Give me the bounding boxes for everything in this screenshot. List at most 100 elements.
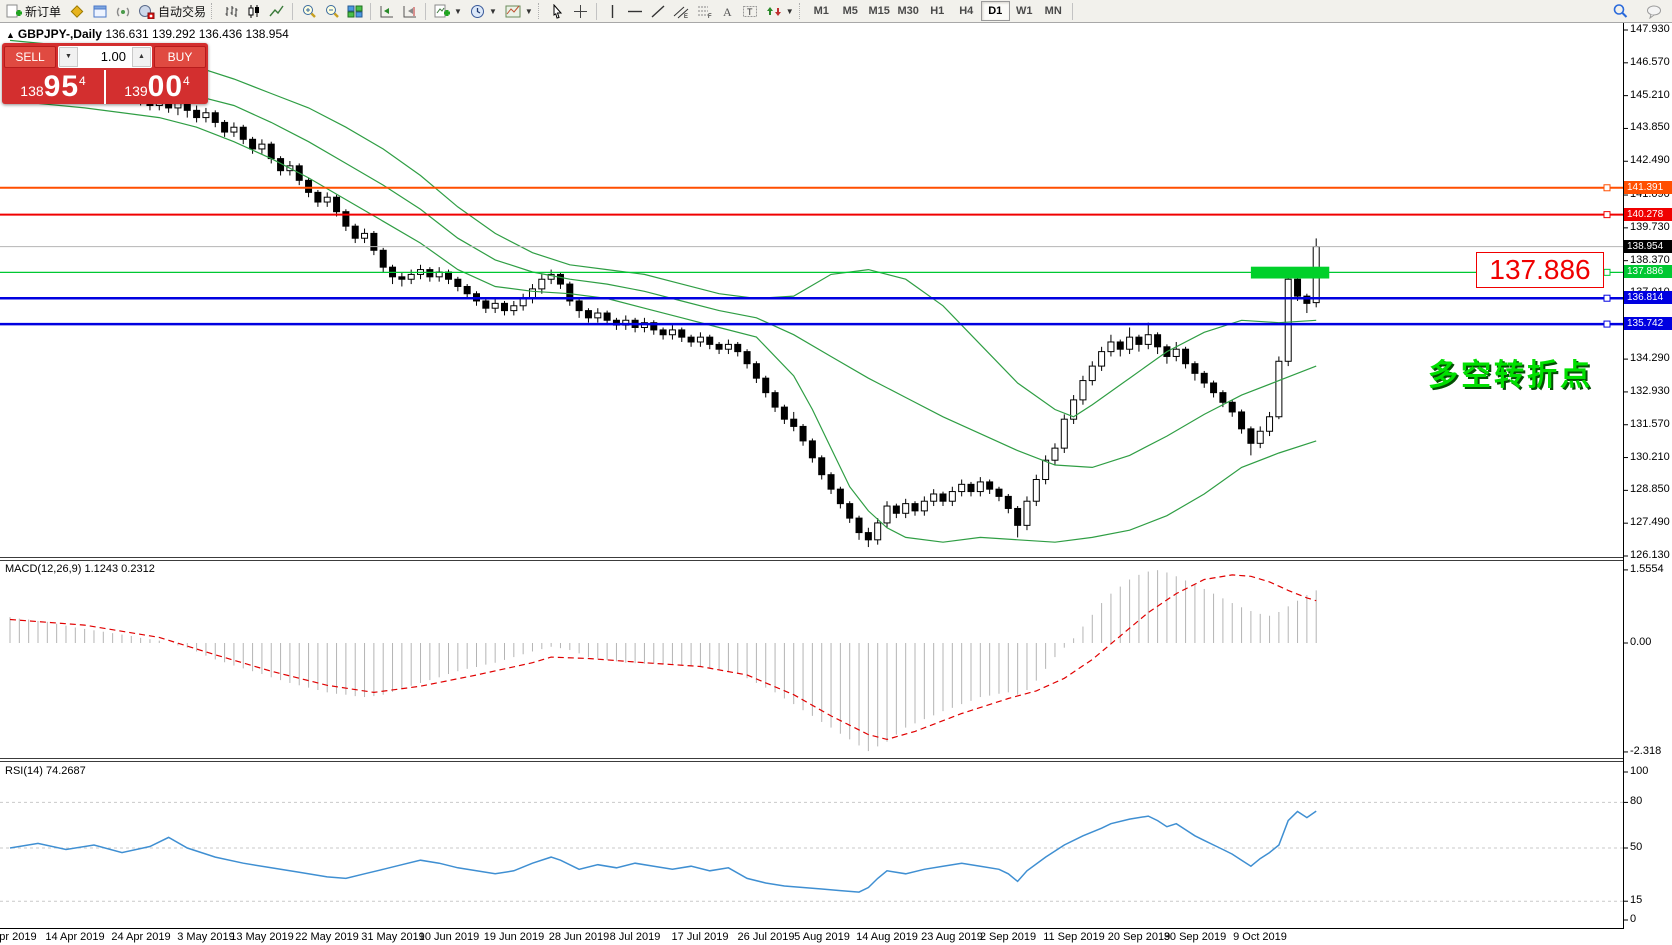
candle-up <box>1060 418 1068 449</box>
axis-tick-label: 130.210 <box>1630 450 1670 463</box>
arrows-button[interactable]: ▼ <box>762 1 798 21</box>
candle-up <box>902 503 910 514</box>
candle-down <box>892 505 900 514</box>
tab-m15[interactable]: M15 <box>868 5 890 17</box>
candle-down <box>864 532 872 541</box>
chinese-annotation[interactable]: 多空转折点 <box>1428 359 1593 392</box>
price-chart-canvas[interactable] <box>0 23 1672 945</box>
hline-handle[interactable] <box>1603 184 1611 192</box>
auto-scroll-button[interactable] <box>375 1 398 21</box>
tab-h1[interactable]: H1 <box>930 5 945 17</box>
price-badge: 135.742 <box>1624 317 1672 331</box>
indicators-button[interactable]: ▼ <box>430 1 466 21</box>
tab-d1[interactable]: D1 <box>980 1 1010 21</box>
candle-down <box>650 322 658 331</box>
ask-price[interactable]: 139 00 4 <box>106 70 208 104</box>
candle-down <box>1154 334 1162 348</box>
search-icon <box>1613 4 1627 18</box>
zoom-in-button[interactable] <box>297 1 320 21</box>
axis-tick-label: 126.130 <box>1630 548 1670 561</box>
chart-shift-button[interactable] <box>398 1 421 21</box>
hline-handle[interactable] <box>1603 320 1611 328</box>
hline-handle[interactable] <box>1603 268 1611 276</box>
candle-down <box>1210 382 1218 394</box>
periods-button[interactable]: ▼ <box>466 1 501 21</box>
bid-price[interactable]: 138 95 4 <box>2 70 106 104</box>
volume-input[interactable]: 1.00 <box>78 46 132 67</box>
text-a-icon: A <box>723 5 732 19</box>
candle-down <box>556 273 564 285</box>
macd-pane-label: MACD(12,26,9) 1.1243 0.2312 <box>5 563 155 575</box>
text-label-button[interactable]: T <box>739 1 762 21</box>
crosshair-button[interactable] <box>569 1 592 21</box>
line-chart-icon <box>268 5 284 16</box>
candle-down <box>1247 428 1255 444</box>
date-label: 8 Jul 2019 <box>609 931 661 943</box>
candle-down <box>743 351 751 365</box>
mql-community-button[interactable] <box>65 1 88 21</box>
candle-up <box>1266 416 1274 432</box>
search-button[interactable] <box>1608 1 1631 21</box>
axis-tick-label: 128.850 <box>1630 483 1670 496</box>
tab-mn[interactable]: MN <box>1044 5 1062 17</box>
chat-button[interactable] <box>1643 1 1666 21</box>
pane-separator[interactable] <box>0 758 1624 762</box>
axis-tick-label: 0.00 <box>1630 636 1652 648</box>
candle-down <box>1191 363 1199 374</box>
toolbar-grip[interactable] <box>798 3 804 19</box>
crosshair-icon <box>573 4 587 18</box>
hline-button[interactable] <box>624 1 647 21</box>
sell-button[interactable]: SELL <box>4 45 56 68</box>
fibonacci-icon: F <box>697 6 712 19</box>
candle-up <box>948 491 956 502</box>
toolbar-grip[interactable] <box>211 3 216 19</box>
chart-area: ▲ GBPJPY-,Daily 136.631 139.292 136.436 1… <box>0 23 1672 945</box>
tab-h4[interactable]: H4 <box>959 5 974 17</box>
tab-m30[interactable]: M30 <box>897 5 919 17</box>
volume-decrease-button[interactable]: ▼ <box>59 46 78 67</box>
candle-down <box>836 488 844 505</box>
candle-down <box>659 329 667 336</box>
volume-increase-button[interactable]: ▲ <box>132 46 151 67</box>
tab-m1[interactable]: M1 <box>813 5 829 17</box>
tab-m5[interactable]: M5 <box>842 5 858 17</box>
candle-up <box>958 483 966 493</box>
toolbar-grip[interactable] <box>537 3 543 19</box>
new-order-label: 新订单 <box>25 4 62 19</box>
tile-windows-button[interactable] <box>343 1 366 21</box>
autotrading-button[interactable]: 自动交易 <box>134 1 210 21</box>
chart-window-button[interactable] <box>88 1 111 21</box>
new-order-button[interactable]: 新订单 <box>2 1 65 21</box>
text-button[interactable]: A <box>716 1 739 21</box>
hline-handle[interactable] <box>1603 294 1611 302</box>
buy-button[interactable]: BUY <box>154 45 206 68</box>
highlight-rect[interactable] <box>1250 266 1330 279</box>
templates-button[interactable]: ▼ <box>501 1 537 21</box>
cursor-button[interactable] <box>546 1 569 21</box>
vline-button[interactable] <box>601 1 624 21</box>
zoom-out-button[interactable] <box>320 1 343 21</box>
bollinger-lower <box>9 100 1317 543</box>
pane-separator[interactable] <box>0 557 1624 561</box>
candle-up <box>696 336 704 343</box>
candle-down <box>211 112 219 123</box>
candle-down <box>790 418 798 427</box>
date-label: 11 Sep 2019 <box>1043 931 1105 943</box>
line-chart-button[interactable] <box>265 1 288 21</box>
fibonacci-button[interactable]: F <box>693 1 716 21</box>
candle-down <box>221 121 229 133</box>
candle-down <box>818 457 826 476</box>
trendline-button[interactable] <box>647 1 670 21</box>
tab-w1[interactable]: W1 <box>1015 5 1033 17</box>
signals-button[interactable] <box>111 1 134 21</box>
bar-chart-button[interactable] <box>219 1 242 21</box>
channel-button[interactable]: E <box>670 1 693 21</box>
bid-price-major: 138 <box>20 83 44 99</box>
candlestick-button[interactable] <box>242 1 265 21</box>
chevron-down-icon: ▼ <box>454 6 462 16</box>
candle-down <box>780 406 788 420</box>
price-callout-label[interactable]: 137.886 <box>1476 252 1604 288</box>
date-label: 24 Apr 2019 <box>111 931 171 943</box>
hline-handle[interactable] <box>1603 211 1611 219</box>
